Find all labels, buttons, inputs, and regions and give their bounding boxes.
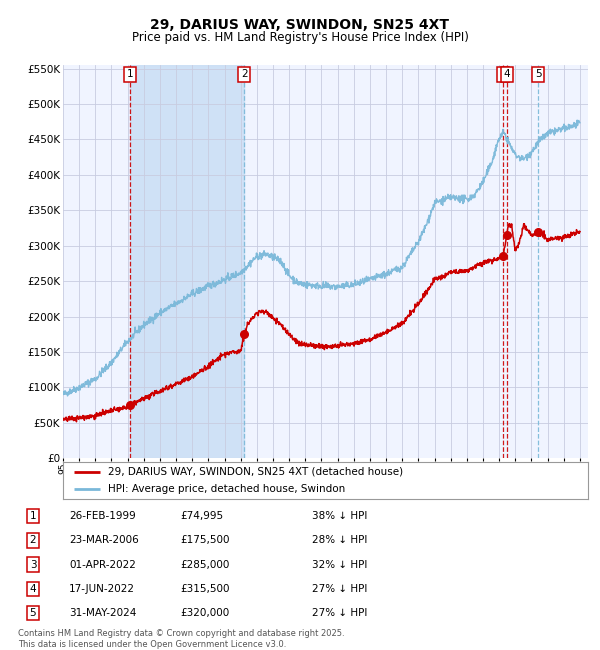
Text: 31-MAY-2024: 31-MAY-2024 <box>69 608 136 618</box>
Text: 4: 4 <box>503 69 510 79</box>
Text: 26-FEB-1999: 26-FEB-1999 <box>69 511 136 521</box>
Text: 29, DARIUS WAY, SWINDON, SN25 4XT (detached house): 29, DARIUS WAY, SWINDON, SN25 4XT (detac… <box>107 467 403 476</box>
Text: 29, DARIUS WAY, SWINDON, SN25 4XT: 29, DARIUS WAY, SWINDON, SN25 4XT <box>151 18 449 32</box>
Text: 32% ↓ HPI: 32% ↓ HPI <box>312 560 367 569</box>
Bar <box>538 65 588 458</box>
Text: 3: 3 <box>500 69 506 79</box>
Text: 3: 3 <box>29 560 37 569</box>
Text: 28% ↓ HPI: 28% ↓ HPI <box>312 535 367 545</box>
Text: £315,500: £315,500 <box>180 584 229 594</box>
Text: 23-MAR-2006: 23-MAR-2006 <box>69 535 139 545</box>
Text: 38% ↓ HPI: 38% ↓ HPI <box>312 511 367 521</box>
Bar <box>130 65 244 458</box>
Text: 5: 5 <box>535 69 542 79</box>
Text: 01-APR-2022: 01-APR-2022 <box>69 560 136 569</box>
Text: £320,000: £320,000 <box>180 608 229 618</box>
Text: Price paid vs. HM Land Registry's House Price Index (HPI): Price paid vs. HM Land Registry's House … <box>131 31 469 44</box>
Text: 1: 1 <box>29 511 37 521</box>
Text: 1: 1 <box>127 69 133 79</box>
Text: 5: 5 <box>29 608 37 618</box>
Text: Contains HM Land Registry data © Crown copyright and database right 2025.
This d: Contains HM Land Registry data © Crown c… <box>18 629 344 649</box>
Text: 2: 2 <box>241 69 248 79</box>
Text: 2: 2 <box>29 535 37 545</box>
Text: 4: 4 <box>29 584 37 594</box>
Text: £74,995: £74,995 <box>180 511 223 521</box>
Text: HPI: Average price, detached house, Swindon: HPI: Average price, detached house, Swin… <box>107 484 345 494</box>
Text: £285,000: £285,000 <box>180 560 229 569</box>
Text: £175,500: £175,500 <box>180 535 229 545</box>
Text: 17-JUN-2022: 17-JUN-2022 <box>69 584 135 594</box>
Text: 27% ↓ HPI: 27% ↓ HPI <box>312 584 367 594</box>
Text: 27% ↓ HPI: 27% ↓ HPI <box>312 608 367 618</box>
